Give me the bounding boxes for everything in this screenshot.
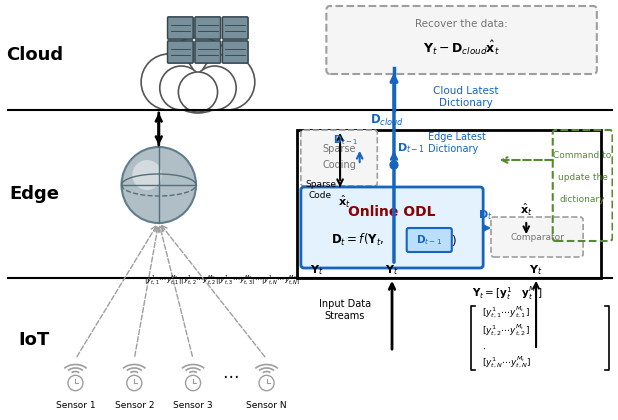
Text: $|y^1_{t,1}\cdots y^{M_1}_{t,1}||y^1_{t,2}\cdots y^{M_2}_{t,2}||y^1_{t,3}\cdots : $|y^1_{t,1}\cdots y^{M_1}_{t,1}||y^1_{t,… [144,274,301,288]
Text: $)$: $)$ [451,233,457,247]
Text: Edge Latest
Dictionary: Edge Latest Dictionary [428,132,486,154]
Circle shape [185,375,201,391]
Text: $\mathbf{Y}_t$: $\mathbf{Y}_t$ [529,263,543,277]
FancyBboxPatch shape [222,41,248,63]
Text: Sensor 3: Sensor 3 [173,401,213,410]
FancyBboxPatch shape [301,130,378,186]
FancyBboxPatch shape [195,41,221,63]
Text: $\cdots$: $\cdots$ [222,366,239,384]
FancyBboxPatch shape [222,41,248,63]
FancyBboxPatch shape [167,41,193,63]
Text: $[y^1_{t,2} \cdots y^{M_t}_{t,2}]$: $[y^1_{t,2} \cdots y^{M_t}_{t,2}]$ [482,322,530,338]
FancyBboxPatch shape [222,17,248,39]
Text: Command to: Command to [554,150,612,160]
Circle shape [259,375,274,391]
Circle shape [390,161,398,169]
Text: $\mathbf{Y}_t = [\mathbf{y}^1_t \quad \mathbf{y}^{M_t}_t]$: $\mathbf{Y}_t = [\mathbf{y}^1_t \quad \m… [472,284,543,302]
Text: $\mathbf{Y}_t - \mathbf{D}_{cloud}\hat{\mathbf{x}}_t$: $\mathbf{Y}_t - \mathbf{D}_{cloud}\hat{\… [423,39,500,57]
Text: $\mathbf{D}_{t-1}$: $\mathbf{D}_{t-1}$ [332,133,357,147]
FancyBboxPatch shape [195,41,221,63]
Text: $\cdot$: $\cdot$ [482,344,486,352]
Circle shape [122,147,196,223]
Text: $[y^1_{t,1} \cdots y^{M_t}_{t,1}]$: $[y^1_{t,1} \cdots y^{M_t}_{t,1}]$ [482,304,530,320]
FancyBboxPatch shape [195,17,221,39]
Text: update the: update the [557,173,607,181]
Text: dictionary: dictionary [560,194,606,204]
Text: Sensor 2: Sensor 2 [114,401,154,410]
FancyBboxPatch shape [222,17,248,39]
Text: Sparse
Code: Sparse Code [305,180,336,200]
Text: $\mathbf{D}_{cloud}$: $\mathbf{D}_{cloud}$ [370,113,404,128]
Text: Cloud Latest
Dictionary: Cloud Latest Dictionary [433,86,498,108]
Text: Sparse: Sparse [323,144,356,154]
Text: $\mathbf{D}_t$: $\mathbf{D}_t$ [478,208,493,222]
Circle shape [132,160,162,190]
Text: $\mathbf{D}_{t-1}$: $\mathbf{D}_{t-1}$ [397,141,425,155]
Text: $\mathbf{Y}_t$: $\mathbf{Y}_t$ [310,263,323,277]
Text: Cloud: Cloud [6,46,63,64]
FancyBboxPatch shape [326,6,597,74]
FancyBboxPatch shape [167,41,193,63]
Text: Coding: Coding [322,160,356,170]
Text: $\mathbf{Y}_t$: $\mathbf{Y}_t$ [385,263,399,277]
Circle shape [127,375,142,391]
Text: $\mathbf{D}_t = f(\mathbf{Y}_t,$: $\mathbf{D}_t = f(\mathbf{Y}_t,$ [331,232,384,248]
Circle shape [159,66,203,110]
Text: IoT: IoT [19,331,50,349]
Circle shape [193,66,236,110]
Text: Sensor 1: Sensor 1 [56,401,95,410]
FancyBboxPatch shape [167,17,193,39]
Text: Edge: Edge [9,185,59,203]
Text: $\mathbf{D}_{t-1}$: $\mathbf{D}_{t-1}$ [416,233,442,247]
Text: Comparator: Comparator [510,233,564,241]
Text: Online ODL: Online ODL [349,205,436,219]
Circle shape [141,54,196,110]
FancyBboxPatch shape [167,17,193,39]
Text: $[y^1_{t,N} \cdots y^{M_t}_{t,N}]$: $[y^1_{t,N} \cdots y^{M_t}_{t,N}]$ [482,354,531,370]
Text: Sensor N: Sensor N [246,401,287,410]
FancyBboxPatch shape [407,228,452,252]
Text: $\hat{\mathbf{x}}_t$: $\hat{\mathbf{x}}_t$ [520,202,533,218]
Text: Recover the data:: Recover the data: [415,19,508,29]
Circle shape [161,37,235,113]
Circle shape [200,54,255,110]
Bar [297,130,601,278]
Circle shape [179,72,218,112]
Text: $\hat{\mathbf{x}}_t$: $\hat{\mathbf{x}}_t$ [337,194,350,210]
FancyBboxPatch shape [301,187,483,268]
FancyBboxPatch shape [491,217,583,257]
FancyBboxPatch shape [195,17,221,39]
Text: Input Data
Streams: Input Data Streams [319,299,371,321]
Circle shape [68,375,83,391]
